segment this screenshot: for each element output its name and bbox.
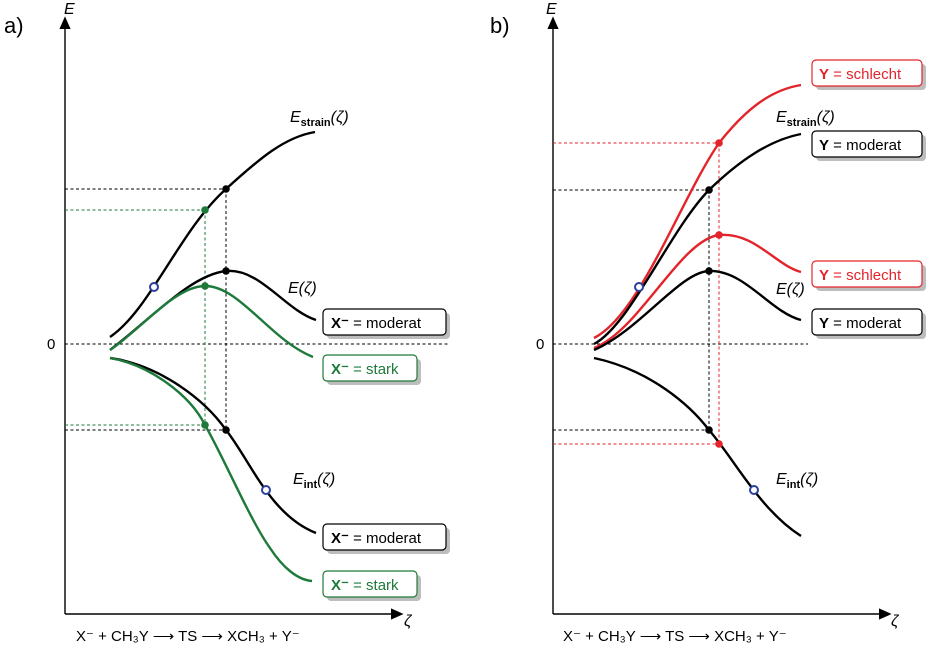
strain-curve — [109, 130, 316, 338]
box-y-moderat-energy: Y = moderat — [811, 308, 926, 339]
open-marker-strain — [634, 282, 644, 292]
x-axis-label: ζ — [891, 613, 900, 630]
energy-curve-schlecht — [593, 233, 802, 350]
svg-text:Y = schlecht: Y = schlecht — [819, 66, 902, 83]
zero-label: 0 — [47, 336, 55, 353]
y-axis-label: E — [546, 1, 557, 18]
int-curve-stark — [109, 356, 313, 583]
panel-b-label: b) — [490, 13, 510, 38]
ts-point-int — [222, 426, 230, 434]
svg-text:X⁻ = stark: X⁻ = stark — [331, 577, 399, 594]
ts-point-energy — [705, 267, 713, 275]
int-curve-label: Eint(ζ) — [293, 471, 335, 491]
box-x-stark-energy: X⁻ = stark — [322, 354, 421, 385]
strain-curve-moderat — [593, 132, 802, 346]
red-point-strain — [715, 139, 723, 147]
green-point-strain — [201, 206, 209, 214]
svg-text:Y = schlecht: Y = schlecht — [819, 267, 902, 284]
x-axis-label: ζ — [404, 613, 413, 630]
ts-point-strain — [222, 185, 230, 193]
red-point-energy — [715, 231, 723, 239]
energy-curve-stark — [109, 284, 314, 359]
svg-text:X⁻ = stark: X⁻ = stark — [331, 361, 399, 378]
int-curve — [593, 356, 802, 538]
energy-curve-label: E(ζ) — [776, 281, 805, 298]
svg-text:Y = moderat: Y = moderat — [819, 315, 902, 332]
open-marker-int — [261, 485, 271, 495]
int-curve-label: Eint(ζ) — [776, 471, 818, 491]
green-point-energy — [201, 282, 209, 290]
int-curve-moderat — [109, 356, 317, 535]
box-y-schlecht-energy: Y = schlecht — [811, 260, 926, 291]
energy-curve-label: E(ζ) — [288, 280, 317, 297]
strain-curve-label: Estrain(ζ) — [776, 109, 835, 129]
reaction-coordinate-label: X⁻ + CH₃Y ⟶ TS ⟶ XCH₃ + Y⁻ — [76, 628, 300, 645]
energy-curve-moderat — [109, 269, 317, 351]
panel-a-label: a) — [4, 13, 24, 38]
red-point-int — [715, 440, 723, 448]
panel-a: a) E ζ 0 Estrain(ζ) E(ζ) Eint(ζ) — [4, 1, 450, 645]
y-axis-label: E — [64, 1, 75, 18]
box-x-moderat-int: X⁻ = moderat — [322, 523, 450, 554]
box-x-stark-int: X⁻ = stark — [322, 570, 421, 601]
strain-curve-label: Estrain(ζ) — [290, 109, 349, 129]
box-y-schlecht-strain: Y = schlecht — [811, 59, 926, 90]
open-marker-int — [749, 485, 759, 495]
svg-text:X⁻ = moderat: X⁻ = moderat — [331, 530, 422, 547]
ts-point-strain — [705, 186, 713, 194]
box-y-moderat-strain: Y = moderat — [811, 130, 926, 161]
zero-label: 0 — [536, 336, 544, 353]
reaction-coordinate-label: X⁻ + CH₃Y ⟶ TS ⟶ XCH₃ + Y⁻ — [563, 628, 787, 645]
panel-b: b) E ζ 0 Estrain(ζ) E(ζ) Eint(ζ) — [490, 1, 926, 645]
ts-point-int — [705, 426, 713, 434]
open-marker-strain — [149, 282, 159, 292]
svg-text:X⁻ = moderat: X⁻ = moderat — [331, 315, 422, 332]
box-x-moderat-energy: X⁻ = moderat — [322, 308, 450, 339]
svg-text:Y = moderat: Y = moderat — [819, 137, 902, 154]
ts-point-energy — [222, 267, 230, 275]
strain-curve-schlecht — [593, 83, 802, 340]
green-point-int — [201, 421, 209, 429]
